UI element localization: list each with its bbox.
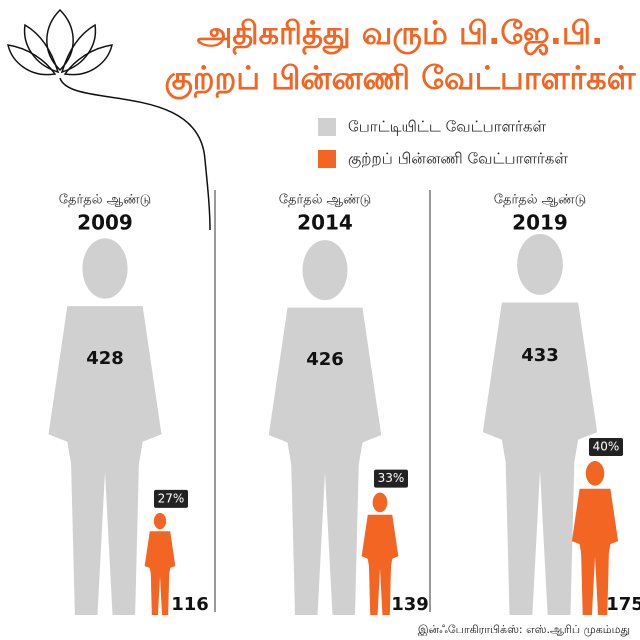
share-box (154, 489, 188, 508)
person-figure (482, 233, 598, 615)
figure-head (585, 461, 605, 486)
credit: இன்ஃபோகிராபிக்ஸ்: எஸ்.ஆரிப் முகம்மது (418, 623, 630, 636)
legend-swatch (318, 150, 336, 168)
value-label: 175 (606, 594, 640, 615)
value-label: 426 (306, 349, 344, 370)
figure-head (82, 238, 128, 299)
figure-head (153, 512, 167, 530)
share-box (374, 469, 408, 488)
figure-head (517, 233, 563, 295)
share-label: 27% (158, 491, 185, 505)
figure-body (482, 302, 598, 615)
value-label: 433 (521, 345, 559, 366)
person-figure (268, 240, 382, 615)
share-box (589, 438, 623, 456)
legend-swatch (318, 118, 336, 136)
legend-label: குற்றப் பின்னணி வேட்பாளர்கள் (348, 150, 568, 169)
value-label: 428 (86, 348, 124, 369)
figure-body (48, 306, 162, 615)
person-figure (361, 492, 399, 615)
legend-label: போட்டியிட்ட வேட்பாளர்கள் (348, 118, 546, 136)
person-figure (144, 512, 176, 615)
figure-body (361, 514, 399, 615)
share-label: 33% (378, 471, 405, 485)
figure-body (268, 307, 382, 615)
year: 2009 (77, 211, 133, 235)
title-line: அதிகரித்து வரும் பி.ஜே.பி. (197, 14, 603, 56)
share-label: 40% (593, 440, 620, 454)
person-figure (48, 238, 162, 615)
value-label: 139 (391, 594, 429, 615)
figure-body (571, 488, 619, 615)
year-label: தேர்தல் ஆண்டு (494, 193, 586, 208)
year: 2019 (512, 211, 568, 235)
year: 2014 (297, 211, 353, 235)
figure-body (144, 531, 176, 615)
figure-head (372, 492, 388, 513)
lotus-logo (7, 8, 211, 231)
person-figure (571, 461, 619, 615)
value-label: 116 (171, 594, 209, 615)
title-line: குற்றப் பின்னணி வேட்பாளர்கள் (164, 59, 636, 100)
year-label: தேர்தல் ஆண்டு (59, 193, 151, 208)
figure-head (302, 240, 348, 301)
year-label: தேர்தல் ஆண்டு (279, 193, 371, 208)
